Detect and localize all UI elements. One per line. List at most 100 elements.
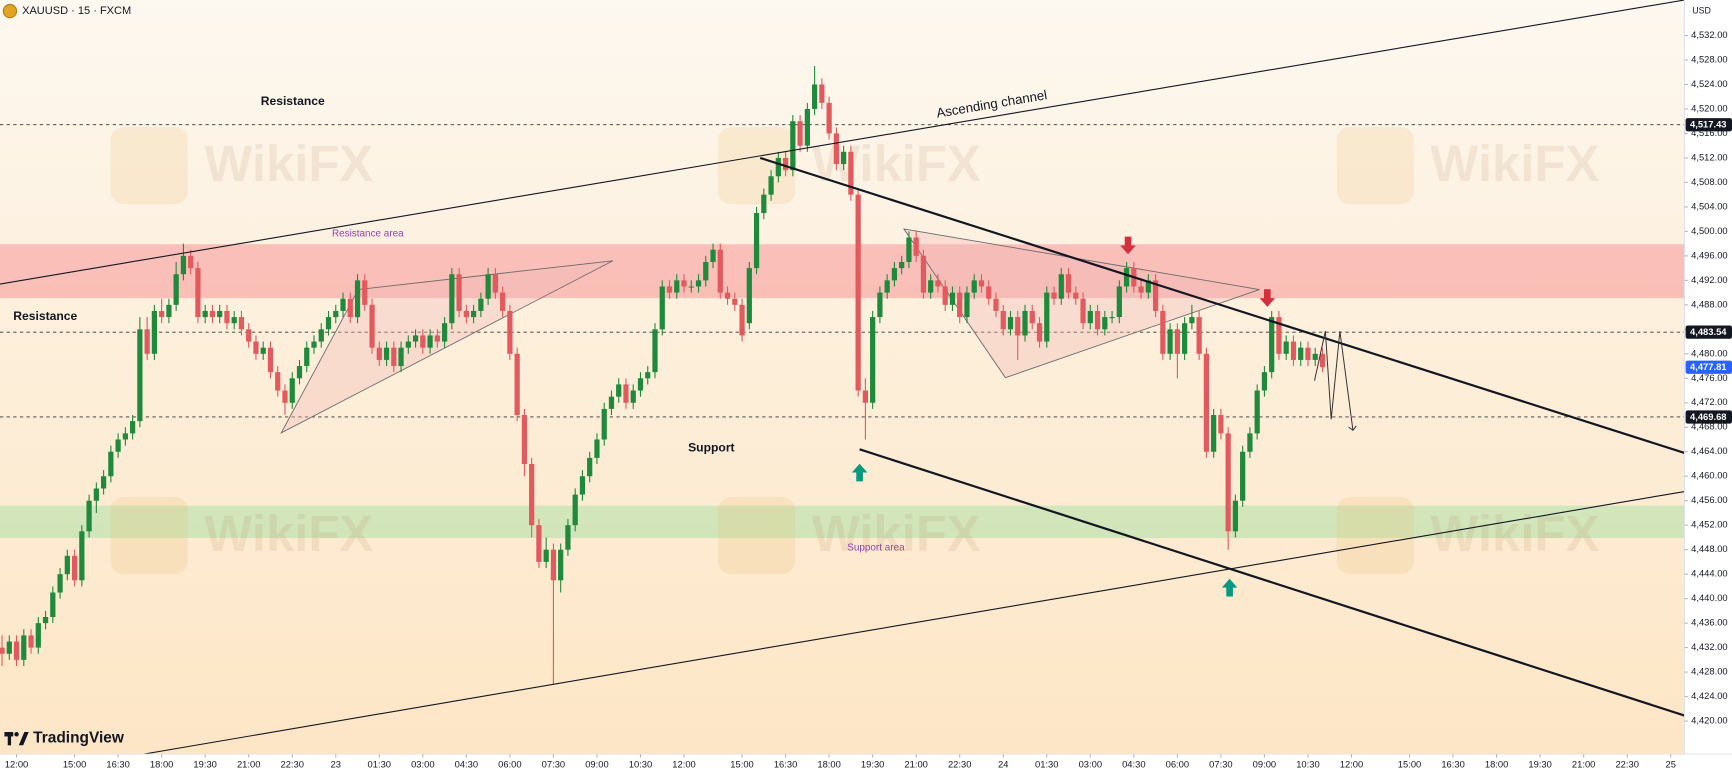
candle-body (811, 84, 818, 109)
candle-body (0, 647, 5, 654)
candle-body (267, 347, 274, 373)
candle-body (529, 463, 535, 526)
candle-body (804, 108, 810, 146)
candle-body (608, 396, 615, 409)
candle-body (333, 310, 339, 318)
candle-body (1102, 317, 1108, 330)
y-tick-label: 4,492.00 (1691, 275, 1728, 285)
y-tick-label: 4,472.00 (1691, 397, 1728, 407)
y-tick-label: 4,528.00 (1691, 54, 1728, 64)
candle-body (64, 555, 70, 575)
candle-body (695, 280, 702, 287)
candle-body (1254, 390, 1260, 434)
candle-body (500, 292, 506, 311)
candle-body (275, 372, 281, 391)
x-tick-label: 04:30 (455, 760, 478, 770)
candle-body (855, 194, 861, 391)
x-tick-label: 15:00 (730, 760, 753, 770)
x-tick-label: 24 (998, 760, 1008, 770)
candle-body (1203, 353, 1209, 452)
candle-body (993, 298, 999, 311)
candle-body (1247, 433, 1253, 452)
candle-body (79, 531, 85, 581)
candle-body (1051, 292, 1057, 299)
x-tick-label: 04:30 (1122, 760, 1145, 770)
candle-body (246, 329, 252, 342)
candle-body (957, 292, 963, 318)
x-tick-label: 21:00 (904, 760, 927, 770)
watermark-logo (1336, 496, 1414, 575)
candle-body (478, 298, 484, 311)
price-tag (1685, 118, 1732, 132)
y-tick-label: 4,500.00 (1691, 226, 1728, 236)
candle-body (877, 292, 883, 318)
x-tick-label: 18:00 (150, 760, 173, 770)
candle-body (826, 102, 832, 134)
candle-body (1211, 415, 1217, 452)
candle-body (870, 317, 876, 403)
candle-body (383, 347, 390, 360)
y-tick-label: 4,480.00 (1691, 348, 1728, 358)
x-tick-label: 16:30 (1441, 760, 1464, 770)
candle-body (1087, 310, 1093, 324)
candle-body (166, 304, 172, 318)
x-tick-label: 07:30 (542, 760, 565, 770)
price-tag-label: 4,517.43 (1690, 120, 1727, 130)
candle-body (819, 84, 825, 103)
y-tick-label: 4,432.00 (1691, 642, 1728, 652)
candle-body (949, 292, 956, 305)
candle-body (833, 133, 839, 165)
candle-body (57, 574, 63, 593)
candle-body (616, 384, 622, 397)
watermark-logo (110, 496, 188, 575)
candle-body (913, 237, 919, 256)
x-tick-label: 06:00 (1166, 760, 1189, 770)
x-tick-label: 01:30 (1035, 760, 1058, 770)
candle-body (558, 549, 564, 581)
candle-body (137, 329, 143, 422)
candle-body (434, 335, 440, 342)
candle-body (746, 268, 752, 324)
candle-body (1000, 310, 1006, 330)
candle-body (1029, 310, 1035, 324)
x-tick-label: 03:00 (1079, 760, 1102, 770)
candle-body (253, 341, 259, 354)
candle-body (1290, 341, 1297, 360)
price-tag-label: 4,477.81 (1690, 362, 1727, 372)
candle-body (739, 304, 745, 336)
x-tick-label: 19:30 (193, 760, 216, 770)
candle-body (71, 555, 78, 581)
candle-body (935, 280, 941, 287)
candle-body (93, 488, 99, 501)
candle-body (848, 151, 854, 195)
candle-body (753, 213, 760, 269)
signal-arrow (1120, 236, 1136, 255)
candle-body (782, 157, 789, 171)
candle-body (761, 194, 767, 214)
x-tick-label: 19:30 (861, 760, 884, 770)
candle-body (485, 274, 491, 299)
candle-body (688, 286, 694, 288)
y-tick-label: 4,460.00 (1691, 471, 1728, 481)
candle-body (1189, 317, 1195, 324)
candle-body (1269, 317, 1275, 373)
y-tick-label: 4,428.00 (1691, 667, 1728, 677)
watermark-logo (717, 496, 796, 575)
logo-part (7, 732, 12, 746)
candle-body (362, 280, 368, 305)
candle-body (978, 280, 985, 287)
x-tick-label: 21:00 (237, 760, 260, 770)
candle-body (289, 378, 295, 403)
candle-body (1080, 298, 1086, 324)
candle-body (28, 635, 34, 648)
candle-body (797, 121, 803, 146)
price-tag-label: 4,483.54 (1690, 327, 1727, 337)
y-tick-label: 4,504.00 (1691, 201, 1728, 211)
y-tick-label: 4,532.00 (1691, 30, 1728, 40)
candle-body (942, 286, 948, 305)
chart-title: XAUUSD · 15 · FXCM (22, 5, 131, 17)
x-tick-label: 21:00 (1572, 760, 1595, 770)
candle-body (427, 335, 433, 348)
x-tick-label: 12:00 (672, 760, 695, 770)
